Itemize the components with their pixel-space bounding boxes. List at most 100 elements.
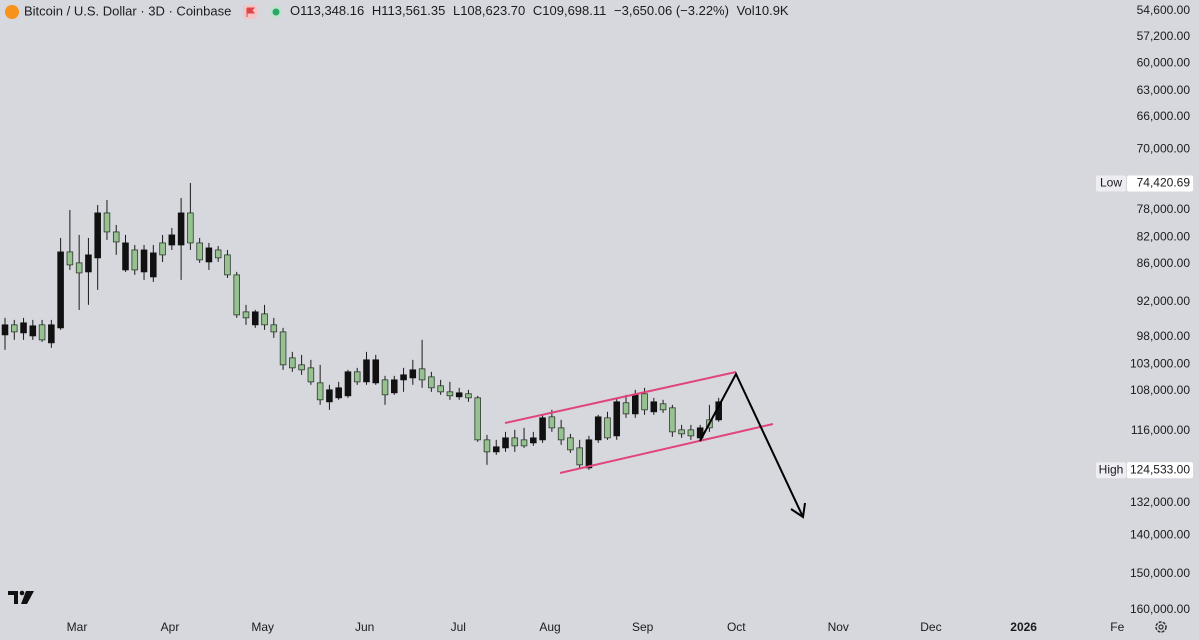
logo-part bbox=[19, 590, 25, 596]
candle-body bbox=[261, 313, 268, 326]
y-tick-label: 60,000.00 bbox=[1137, 56, 1191, 70]
channel-upper bbox=[504, 371, 737, 424]
candle-body bbox=[455, 392, 463, 398]
stat: −3,650.06 (−3.22%) bbox=[614, 3, 729, 18]
marker-tag: Low bbox=[1100, 176, 1122, 190]
candle-body bbox=[557, 427, 565, 441]
y-tick-label: 92,000.00 bbox=[1137, 294, 1191, 308]
candle-body bbox=[400, 374, 407, 381]
candle-body bbox=[20, 322, 27, 334]
candle-body bbox=[539, 417, 546, 441]
drawings bbox=[504, 371, 806, 519]
candle-body bbox=[307, 367, 315, 383]
candle-body bbox=[298, 364, 305, 371]
logo-part bbox=[8, 591, 18, 604]
price-marker: Low 74,420.69 bbox=[1096, 175, 1193, 192]
candle-body bbox=[632, 394, 639, 415]
tv-logo bbox=[8, 590, 34, 604]
x-tick-label: Aug bbox=[539, 620, 560, 634]
y-tick-label: 108,000.00 bbox=[1130, 383, 1190, 397]
candle-body bbox=[650, 401, 658, 413]
candle-body bbox=[604, 417, 611, 439]
gear[interactable] bbox=[1155, 621, 1167, 633]
candle-body bbox=[483, 439, 491, 453]
x-tick-label: Jul bbox=[451, 620, 466, 634]
candle-body bbox=[613, 401, 621, 437]
arrow-head bbox=[790, 502, 806, 519]
candle-body bbox=[335, 387, 342, 399]
candle-body bbox=[66, 251, 74, 266]
marker-tag-bg bbox=[1096, 462, 1126, 479]
settings-icon[interactable] bbox=[1155, 621, 1167, 633]
gear-center bbox=[1158, 624, 1164, 630]
candle-body bbox=[641, 393, 648, 411]
bitcoin-icon bbox=[5, 5, 19, 19]
candle-body bbox=[511, 437, 519, 447]
candle-body bbox=[326, 389, 333, 403]
candle-body bbox=[465, 393, 472, 399]
candle-body bbox=[344, 371, 352, 397]
candle-body bbox=[150, 252, 157, 278]
candle-body bbox=[548, 416, 556, 429]
candle-body bbox=[131, 249, 139, 271]
candle-body bbox=[289, 357, 296, 369]
candle-body bbox=[57, 251, 64, 329]
candle-body bbox=[520, 439, 528, 447]
marker-tag: High bbox=[1099, 462, 1124, 476]
x-tick-label: 2026 bbox=[1010, 620, 1037, 634]
y-tick-label: 82,000.00 bbox=[1137, 230, 1191, 244]
candle-body bbox=[409, 369, 417, 379]
candle-body bbox=[85, 254, 92, 273]
candle-body bbox=[270, 324, 278, 333]
x-tick-label: Mar bbox=[67, 620, 88, 634]
candle-body bbox=[585, 439, 593, 469]
y-tick-label: 140,000.00 bbox=[1130, 528, 1190, 542]
y-tick-label: 132,000.00 bbox=[1130, 495, 1190, 509]
candle-body bbox=[279, 331, 287, 366]
candle-body bbox=[687, 429, 695, 437]
candle-body bbox=[140, 249, 148, 273]
candle-body bbox=[159, 242, 166, 256]
ohlc-stats: O113,348.16 H113,561.35 L108,623.70 C109… bbox=[290, 3, 789, 18]
plot: 54,600.00 57,200.00 60,000.00 63,000.00 66,0… bbox=[1, 3, 1193, 634]
candle-body bbox=[474, 397, 481, 441]
candle-body bbox=[567, 437, 574, 451]
stat: H113,561.35 bbox=[372, 3, 446, 18]
flag-glyph bbox=[246, 7, 256, 17]
candle-body bbox=[187, 212, 194, 244]
candle-body bbox=[446, 391, 454, 397]
candle-body bbox=[122, 242, 129, 271]
candle-body bbox=[94, 212, 101, 259]
candle-body bbox=[233, 274, 240, 316]
candle-body bbox=[205, 247, 213, 263]
candle-body bbox=[103, 212, 111, 233]
candle-body bbox=[112, 231, 120, 243]
y-tick-label: 103,000.00 bbox=[1130, 357, 1190, 371]
stat: L108,623.70 bbox=[453, 3, 525, 18]
candle-body bbox=[372, 359, 380, 384]
candle-body bbox=[251, 311, 259, 326]
y-tick-label: 66,000.00 bbox=[1137, 109, 1191, 123]
candle-body bbox=[316, 382, 324, 401]
y-tick-label: 150,000.00 bbox=[1130, 566, 1190, 580]
x-tick-label: Apr bbox=[161, 620, 180, 634]
candle-body bbox=[594, 416, 602, 441]
candle-body bbox=[1, 324, 9, 336]
marker-value: 74,420.69 bbox=[1137, 176, 1191, 190]
candle-body bbox=[418, 368, 426, 381]
candle-body bbox=[29, 325, 37, 337]
candle-body bbox=[363, 359, 370, 383]
channel-lower bbox=[559, 423, 774, 474]
marker-value: 124,533.00 bbox=[1130, 462, 1190, 476]
x-tick-label: Dec bbox=[920, 620, 941, 634]
price-marker: High 124,533.00 bbox=[1096, 462, 1193, 479]
y-tick-label: 63,000.00 bbox=[1137, 83, 1191, 97]
stat: O113,348.16 bbox=[290, 3, 364, 18]
y-tick-label: 57,200.00 bbox=[1137, 29, 1191, 43]
candle-body bbox=[669, 407, 676, 433]
candle-body bbox=[168, 234, 176, 246]
marker-value-bg bbox=[1127, 462, 1193, 479]
y-tick-label: 160,000.00 bbox=[1130, 602, 1190, 616]
header: Bitcoin / U.S. Dollar · 3D · Coinbase O1… bbox=[5, 3, 789, 19]
